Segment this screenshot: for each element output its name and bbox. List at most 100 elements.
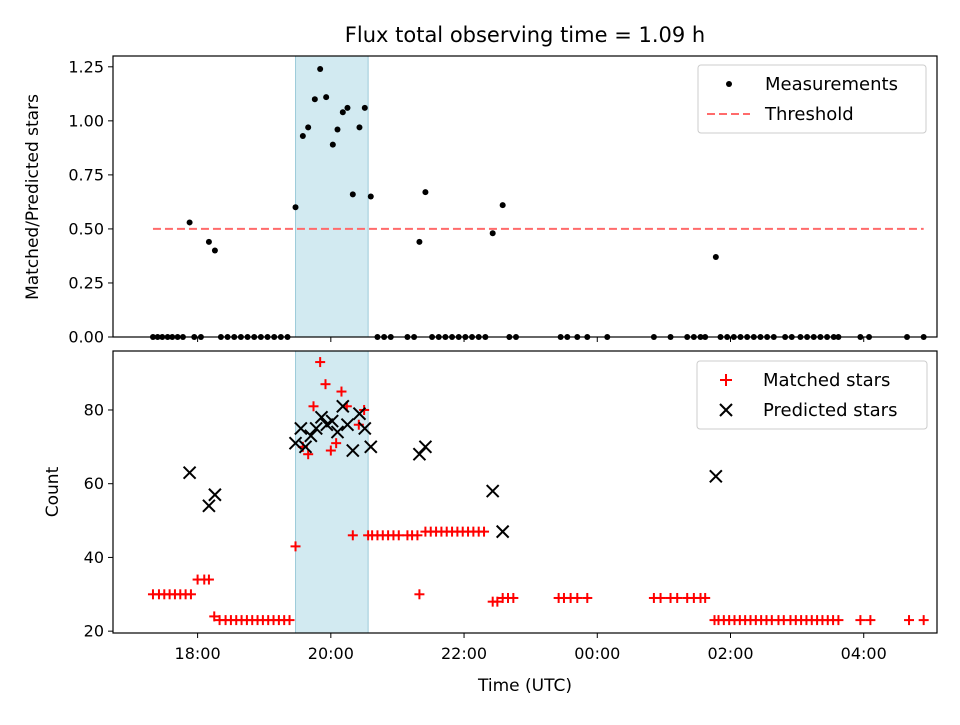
measurement-point xyxy=(211,247,218,254)
x-tick-label: 04:00 xyxy=(841,644,887,663)
matched-star-point xyxy=(320,379,331,390)
matched-star-point xyxy=(336,386,347,397)
measurement-point xyxy=(361,104,368,111)
top-axes-frame xyxy=(112,55,938,338)
predicted-star-point xyxy=(358,421,372,436)
measurement-point xyxy=(323,94,330,101)
predicted-star-point-b xyxy=(709,469,723,484)
top-y-axis-label: Matched/Predicted stars xyxy=(23,94,43,300)
legend-label-measurements: Measurements xyxy=(765,74,898,95)
predicted-star-point xyxy=(330,425,345,439)
matched-star-point xyxy=(492,596,503,607)
matched-star-point xyxy=(865,615,876,626)
predicted-star-point-b xyxy=(208,488,222,502)
predicted-star-point-b xyxy=(364,440,378,454)
measurement-point xyxy=(305,124,312,131)
predicted-star-point-b xyxy=(314,410,329,425)
predicted-star-point xyxy=(304,429,318,443)
x-tick-label: 20:00 xyxy=(308,644,354,663)
predicted-star-point xyxy=(182,465,197,480)
bottom-axes-frame xyxy=(112,350,938,634)
predicted-star-point-b xyxy=(288,436,303,450)
top-observing-interval-band xyxy=(295,55,369,338)
top-legend-box xyxy=(697,64,927,134)
x-tick-label: 18:00 xyxy=(175,644,221,663)
bottom-legend-box xyxy=(696,360,928,430)
measurement-point xyxy=(712,254,719,261)
bottom-y-axis-label: Count xyxy=(43,466,63,517)
predicted-star-point xyxy=(364,440,378,454)
predicted-star-point xyxy=(288,436,303,450)
x-axis-label: Time (UTC) xyxy=(477,676,572,696)
predicted-star-point xyxy=(485,484,500,498)
matched-star-point xyxy=(185,589,196,600)
matched-star-point xyxy=(904,615,915,626)
bottom-panel: 20 40 60 80 18:00 20:00 22:00 00:00 02:00 04:00 C… xyxy=(43,350,938,696)
matched-star-point xyxy=(325,445,336,456)
bottom-observing-interval-band xyxy=(295,350,369,634)
predicted-star-point xyxy=(352,406,367,421)
top-legend: Measurements Threshold xyxy=(697,64,927,134)
predicted-star-point-b xyxy=(294,421,308,436)
predicted-star-point xyxy=(346,443,360,458)
bottom-y-tick-label: 20 xyxy=(84,622,104,641)
predicted-star-point-b xyxy=(330,425,345,439)
bottom-legend: Matched stars Predicted stars xyxy=(696,360,928,430)
matched-star-point xyxy=(412,530,423,541)
measurement-point xyxy=(489,230,496,237)
chart-title: Flux total observing time = 1.09 h xyxy=(345,23,705,47)
matched-star-point xyxy=(347,530,358,541)
matched-star-point xyxy=(414,589,425,600)
predicted-star-point-b xyxy=(495,524,510,539)
matched-star-point xyxy=(284,615,295,626)
predicted-star-point-b xyxy=(352,406,367,421)
measurement-point xyxy=(329,141,336,148)
top-y-tick-label: 0.00 xyxy=(68,328,104,347)
matched-star-point xyxy=(508,592,519,603)
predicted-star-point xyxy=(202,499,216,513)
measurement-point xyxy=(416,238,423,245)
top-y-tick-label: 1.00 xyxy=(68,111,104,130)
measurement-point xyxy=(499,202,506,209)
top-panel: Flux total observing time = 1.09 h 0.000… xyxy=(23,23,938,347)
predicted-star-point-b xyxy=(485,484,500,498)
measurement-point xyxy=(205,238,212,245)
measurement-point xyxy=(311,96,318,103)
measurement-point xyxy=(356,124,363,131)
predicted-star-point xyxy=(336,399,350,414)
predicted-star-point-b xyxy=(202,499,216,513)
predicted-star-point-b xyxy=(325,414,339,428)
matched-star-point xyxy=(572,592,583,603)
predicted-star-point-b xyxy=(304,429,318,443)
matched-star-point xyxy=(855,615,866,626)
legend-marker-matched xyxy=(720,374,732,386)
x-tick-label: 02:00 xyxy=(707,644,753,663)
x-tick-label: 22:00 xyxy=(441,644,487,663)
predicted-star-point xyxy=(208,488,222,502)
matched-star-point xyxy=(393,530,404,541)
predicted-star-point-b xyxy=(336,399,350,414)
measurement-point xyxy=(349,191,356,198)
x-tick-label: 00:00 xyxy=(574,644,620,663)
matched-star-point xyxy=(833,615,844,626)
matched-star-point xyxy=(672,592,683,603)
predicted-star-point-b xyxy=(182,465,197,480)
measurement-point xyxy=(299,132,306,139)
bottom-y-tick-label: 80 xyxy=(84,400,104,419)
matched-star-point xyxy=(308,401,319,412)
matched-star-point xyxy=(290,541,301,552)
matched-star-point xyxy=(315,357,326,368)
predicted-star-point-b xyxy=(309,421,323,436)
predicted-star-point xyxy=(314,410,329,425)
predicted-star-point xyxy=(325,414,339,428)
matched-star-point xyxy=(331,438,342,449)
legend-label-threshold: Threshold xyxy=(764,104,854,125)
predicted-star-point-b xyxy=(418,440,433,454)
measurement-point xyxy=(334,126,341,133)
matched-star-point xyxy=(203,574,214,585)
matched-star-point xyxy=(582,592,593,603)
legend-label-predicted: Predicted stars xyxy=(763,400,897,421)
top-y-tick-label: 1.25 xyxy=(68,57,104,76)
bottom-y-tick-label: 40 xyxy=(84,548,104,567)
